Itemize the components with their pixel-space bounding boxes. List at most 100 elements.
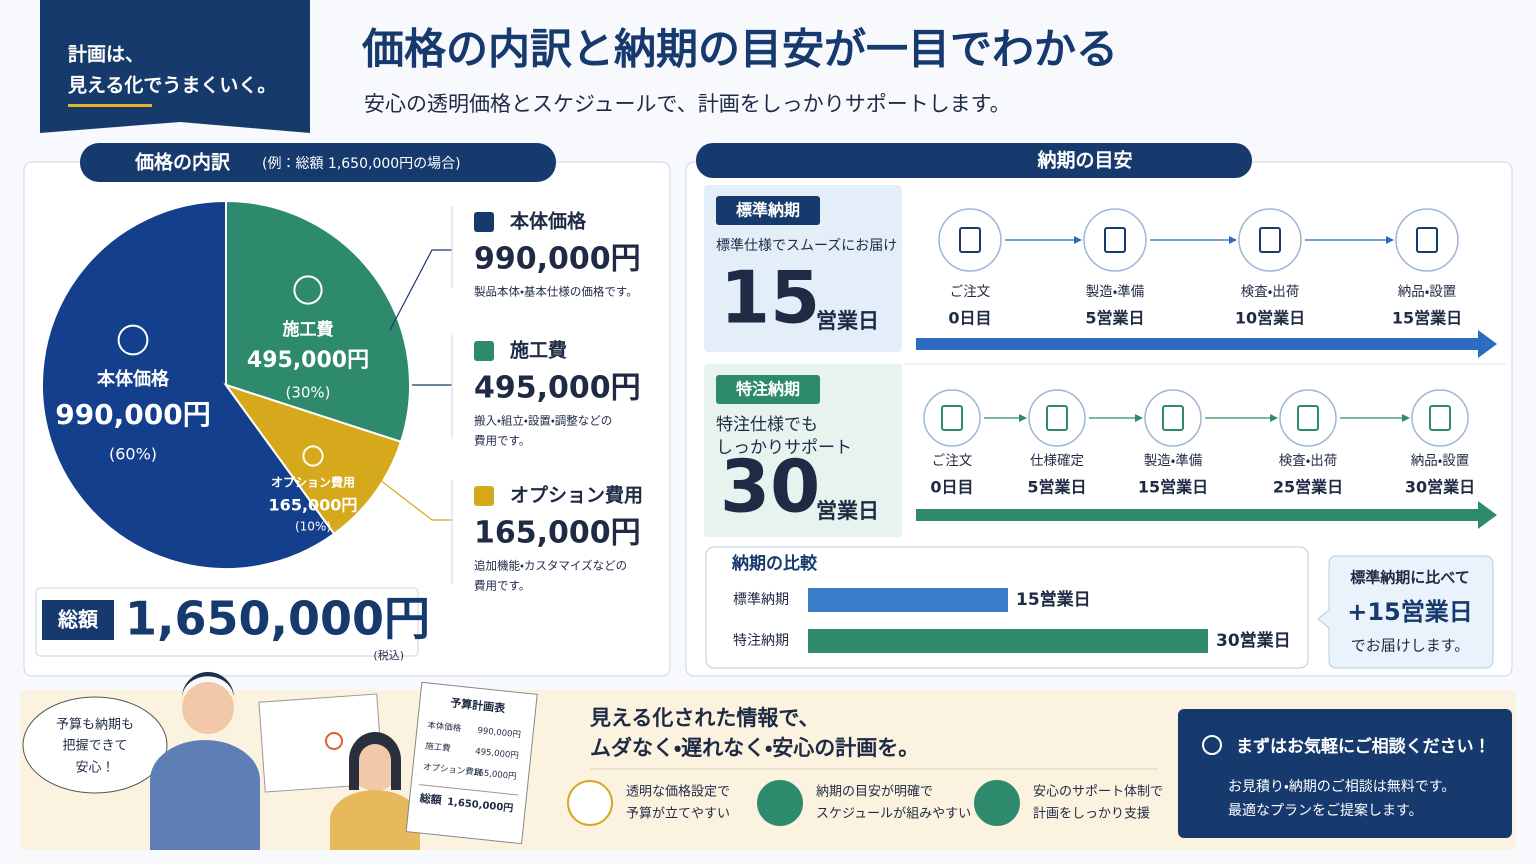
price-note: (例：総額 1,650,000円の場合) [262,156,461,172]
heading-pill [80,143,556,182]
speech-bubble [22,696,168,794]
slice-name: 施工費 [283,319,334,340]
step-circle [1238,208,1302,272]
slice-value: 990,000円 [55,398,211,431]
bar [808,629,1208,653]
total-box [35,587,419,657]
sheet-cell: 施工費 [425,741,452,755]
cta-text: お見積り・納期のご相談は無料です。 [1228,779,1455,795]
legend-description: 製品本体・基本仕様の価格です。 [474,285,638,299]
slice-icon [293,275,323,305]
step-day: 25営業日 [1273,478,1343,497]
delivery-plans: 標準納期標準仕様でスムーズにお届け15営業日ご注文0日目製造・準備5営業日検査・… [704,185,1497,537]
step-arrowhead [1135,414,1143,422]
legend-name: 本体価格 [509,210,587,233]
step-icon [1162,405,1184,431]
feature-text: 透明な価格設定で [626,784,730,800]
comparison-title: 納期の比較 [731,553,818,574]
plan-box [704,185,902,352]
cta-title: まずはお気軽にご相談ください！ [1236,736,1491,757]
plan-lead: 特注仕様でも [716,415,818,435]
legend-value: 165,000円 [474,516,641,551]
title: 価格の内訳と納期の目安が一目でわかる [361,25,1118,74]
bar-label: 特注納期 [733,633,789,649]
person [150,740,260,850]
bar-value: 15営業日 [1016,589,1091,610]
feature-icon [974,780,1020,826]
step-day: 0日目 [948,309,991,328]
step-label: 納品・設置 [1411,453,1470,469]
step-circle [923,389,981,447]
badge-underline [68,104,152,107]
slice-icon [117,324,149,356]
pie-slice [225,199,411,444]
total-label: 総額 [57,608,99,632]
step-circle [1279,389,1337,447]
message: 見える化された情報で、 [590,706,820,730]
heading-pill [696,143,1252,178]
step-day: 15営業日 [1138,478,1208,497]
step-day: 10営業日 [1235,309,1305,328]
slice-name: 本体価格 [96,368,170,390]
slice-value: 165,000円 [269,496,358,515]
step-icon [1046,405,1068,431]
callout-value: +15営業日 [1347,598,1473,626]
person [182,682,234,734]
legend-name: オプション費用 [510,484,643,507]
feature-text: 予算が立てやすい [626,807,730,822]
step-arrowhead [1270,414,1278,422]
step-label: 検査・出荷 [1279,453,1338,469]
step-icon [1416,227,1438,253]
plan-lead: しっかりサポート [716,438,852,458]
step-arrowhead [1229,236,1237,244]
slice-value: 495,000円 [247,348,369,373]
bar-value: 30営業日 [1216,630,1291,651]
hair [349,732,401,790]
sheet-cell: 495,000円 [475,747,519,762]
slice-percent: (30%) [285,384,330,402]
bubble-text: 予算も納期も [56,718,134,733]
plan-days: 30 [720,445,820,529]
cta-text: 最適なプランをご提案します。 [1228,803,1423,819]
sheet-rule [419,784,519,796]
slice-icon [302,445,324,467]
message: ムダなく・遅れなく・安心の計画を。 [590,736,919,760]
badge-text: 計画は、 [68,43,144,66]
step-day: 5営業日 [1085,309,1144,328]
bubble-text: 安心！ [75,761,114,776]
step-label: ご注文 [950,284,991,300]
plan-days: 15 [720,256,820,340]
step-circle [1028,389,1086,447]
callout-text: でお届けします。 [1351,637,1470,655]
feature-icon [757,780,803,826]
step-arrowhead [1074,236,1082,244]
legend-icon [474,341,494,361]
sheet-cell: 990,000円 [477,726,521,741]
step-label: 納品・設置 [1398,284,1457,300]
bulb-icon [1202,735,1222,755]
bar-label: 標準納期 [733,592,789,608]
step-circle [1083,208,1147,272]
step-icon [1429,405,1451,431]
step-label: 検査・出荷 [1241,284,1300,300]
slice-name: オプション費用 [271,475,355,490]
calendar-mark [325,732,343,750]
bubble-text: 把握できて [62,739,127,754]
step-label: 仕様確定 [1030,453,1084,469]
step-label: 製造・準備 [1086,284,1145,300]
legend-icon [474,212,494,232]
price-heading: 価格の内訳 [134,151,230,174]
step-icon [1297,405,1319,431]
step-arrowhead [1386,236,1394,244]
feature-icon [567,780,613,826]
feature-text: スケジュールが組みやすい [816,807,971,822]
plan-lead: 標準仕様でスムーズにお届け [716,238,897,254]
step-icon [1104,227,1126,253]
plan-unit: 営業日 [816,499,879,523]
